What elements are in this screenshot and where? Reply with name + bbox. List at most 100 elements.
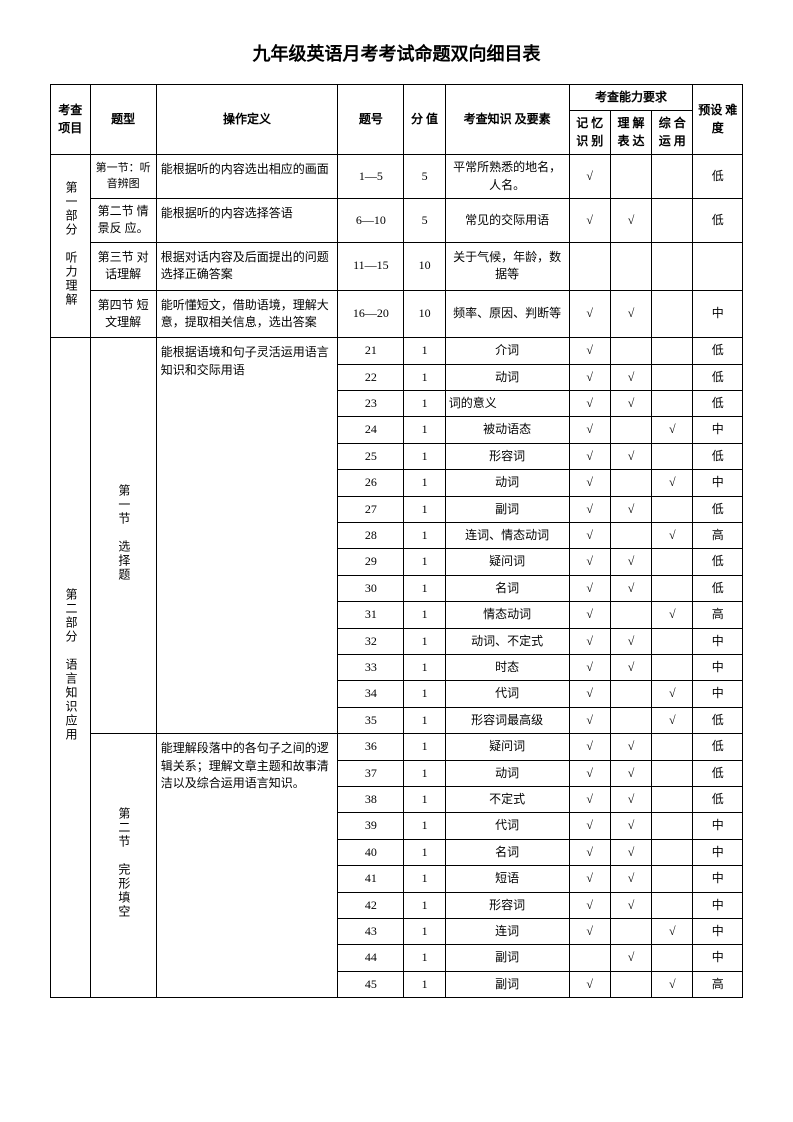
num-cell: 37 [338, 760, 404, 786]
def-cell: 根据对话内容及后面提出的问题选择正确答案 [156, 242, 338, 290]
num-cell: 27 [338, 496, 404, 522]
diff-cell: 中 [693, 892, 743, 918]
num-cell: 6—10 [338, 198, 404, 242]
table-row: 第四节 短文理解 能听懂短文，借助语境，理解大意，提取相关信息，选出答案 16—… [51, 290, 743, 338]
mem-cell: √ [569, 391, 610, 417]
mem-cell: √ [569, 760, 610, 786]
mem-cell: √ [569, 470, 610, 496]
diff-cell: 低 [693, 443, 743, 469]
und-cell [610, 470, 651, 496]
score-cell: 1 [404, 760, 445, 786]
mem-cell: √ [569, 734, 610, 760]
mem-cell: √ [569, 155, 610, 199]
diff-cell [693, 242, 743, 290]
app-cell [652, 866, 693, 892]
diff-cell: 高 [693, 523, 743, 549]
mem-cell: √ [569, 707, 610, 733]
app-cell: √ [652, 918, 693, 944]
diff-cell: 中 [693, 866, 743, 892]
diff-cell: 中 [693, 813, 743, 839]
diff-cell: 低 [693, 760, 743, 786]
h-ability-group: 考查能力要求 [569, 85, 693, 111]
mem-cell: √ [569, 443, 610, 469]
score-cell: 1 [404, 734, 445, 760]
score-cell: 1 [404, 786, 445, 812]
mem-cell: √ [569, 839, 610, 865]
know-cell: 动词、不定式 [445, 628, 569, 654]
und-cell [610, 417, 651, 443]
und-cell: √ [610, 198, 651, 242]
def-cell: 能根据听的内容选出相应的画面 [156, 155, 338, 199]
mem-cell: √ [569, 575, 610, 601]
und-cell [610, 681, 651, 707]
app-cell [652, 391, 693, 417]
h-understand: 理 解 表 达 [610, 111, 651, 155]
score-cell: 1 [404, 813, 445, 839]
und-cell [610, 155, 651, 199]
mem-cell: √ [569, 866, 610, 892]
know-cell: 动词 [445, 470, 569, 496]
num-cell: 35 [338, 707, 404, 733]
und-cell: √ [610, 839, 651, 865]
score-cell: 1 [404, 338, 445, 364]
header-row: 考查 项目 题型 操作定义 题号 分 值 考查知识 及要素 考查能力要求 预设 … [51, 85, 743, 111]
diff-cell: 高 [693, 971, 743, 997]
score-cell: 1 [404, 945, 445, 971]
score-cell: 1 [404, 417, 445, 443]
diff-cell: 低 [693, 338, 743, 364]
mem-cell: √ [569, 417, 610, 443]
score-cell: 1 [404, 971, 445, 997]
app-cell [652, 892, 693, 918]
diff-cell: 中 [693, 918, 743, 944]
mem-cell: √ [569, 892, 610, 918]
know-cell: 常见的交际用语 [445, 198, 569, 242]
app-cell [652, 945, 693, 971]
app-cell [652, 364, 693, 390]
diff-cell: 低 [693, 155, 743, 199]
know-cell: 代词 [445, 813, 569, 839]
know-cell: 副词 [445, 971, 569, 997]
app-cell [652, 760, 693, 786]
app-cell [652, 290, 693, 338]
app-cell [652, 786, 693, 812]
num-cell: 32 [338, 628, 404, 654]
und-cell: √ [610, 654, 651, 680]
und-cell: √ [610, 786, 651, 812]
score-cell: 1 [404, 496, 445, 522]
app-cell [652, 813, 693, 839]
und-cell: √ [610, 945, 651, 971]
app-cell [652, 496, 693, 522]
diff-cell: 中 [693, 654, 743, 680]
mem-cell: √ [569, 786, 610, 812]
mem-cell: √ [569, 549, 610, 575]
h-project: 考查 项目 [51, 85, 91, 155]
know-cell: 形容词最高级 [445, 707, 569, 733]
spec-table: 考查 项目 题型 操作定义 题号 分 值 考查知识 及要素 考查能力要求 预设 … [50, 84, 743, 998]
score-cell: 1 [404, 470, 445, 496]
num-cell: 39 [338, 813, 404, 839]
und-cell: √ [610, 734, 651, 760]
know-cell: 平常所熟悉的地名，人名。 [445, 155, 569, 199]
h-type: 题型 [90, 85, 156, 155]
mem-cell: √ [569, 198, 610, 242]
mem-cell: √ [569, 602, 610, 628]
score-cell: 1 [404, 549, 445, 575]
app-cell [652, 338, 693, 364]
und-cell: √ [610, 443, 651, 469]
score-cell: 10 [404, 242, 445, 290]
know-cell: 词的意义 [445, 391, 569, 417]
know-cell: 动词 [445, 364, 569, 390]
diff-cell: 中 [693, 681, 743, 707]
num-cell: 33 [338, 654, 404, 680]
know-cell: 情态动词 [445, 602, 569, 628]
app-cell: √ [652, 523, 693, 549]
diff-cell: 低 [693, 549, 743, 575]
und-cell: √ [610, 290, 651, 338]
know-cell: 连词、情态动词 [445, 523, 569, 549]
score-cell: 1 [404, 707, 445, 733]
und-cell: √ [610, 760, 651, 786]
score-cell: 1 [404, 681, 445, 707]
und-cell: √ [610, 813, 651, 839]
und-cell: √ [610, 866, 651, 892]
know-cell: 时态 [445, 654, 569, 680]
